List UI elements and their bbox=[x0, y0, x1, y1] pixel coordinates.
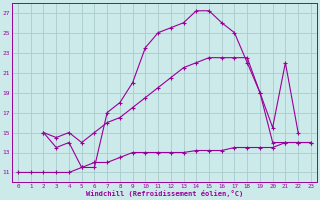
X-axis label: Windchill (Refroidissement éolien,°C): Windchill (Refroidissement éolien,°C) bbox=[86, 190, 243, 197]
